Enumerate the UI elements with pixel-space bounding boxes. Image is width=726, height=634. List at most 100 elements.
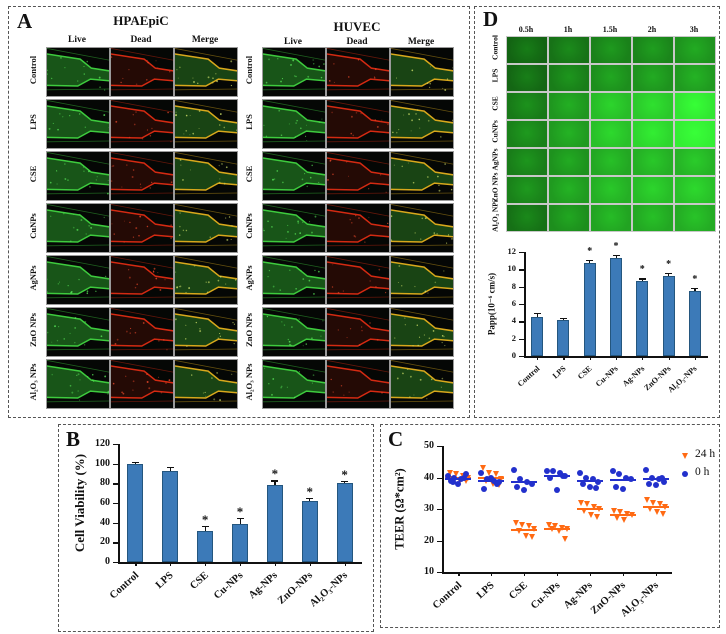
scatter-point-24h [629,512,636,519]
microscopy-tile [174,203,238,253]
significance-marker: * [271,466,279,482]
error-bar-cap [236,517,244,519]
legend-label: 24 h [695,448,716,460]
panel-a-label: A [17,9,33,33]
scatter-point-0h [615,471,622,478]
microscopy-tile [110,203,174,253]
fluorescence-tile [632,148,674,176]
scatter-point-0h [550,468,556,475]
y-tick-label: 0 [511,350,516,360]
fluorescence-tile [506,204,548,232]
channel-graphic [47,256,109,299]
bar-CSE [197,530,214,562]
y-tick-label: 0 [105,556,110,567]
scatter-point-24h [662,504,669,511]
bar-Cu-NPs [232,523,248,562]
scatter-point-0h [589,476,596,483]
x-tick [694,356,697,360]
scatter-point-24h [596,506,603,512]
channel-graphic [391,360,453,403]
scatter-point-0h [488,474,495,481]
microscopy-tile [110,99,174,149]
y-tick-label: 2 [511,332,516,343]
scatter-point-24h [594,513,601,520]
microscopy-tile [262,99,326,149]
group-title-huvec: HUVEC [333,19,381,34]
fluorescence-tile [632,176,674,204]
error-bar-cap [638,278,646,280]
scatter-point-0h [547,474,553,481]
scatter-point-0h [521,487,528,494]
y-tick [437,477,442,479]
scatter-point-0h [481,485,488,492]
fluorescence-tile [590,204,632,232]
x-tick [274,562,277,566]
y-tick-label: 60 [100,497,110,508]
scatter-point-24h [614,515,621,522]
scatter-point-24h [452,471,459,478]
row-label: Al₂O₃ NPs [244,363,254,401]
y-tick-label: 12 [507,246,517,256]
y-tick-label: 40 [424,471,434,483]
error-bar [694,287,696,292]
scatter-point-0h [524,479,531,486]
microscopy-tile [326,99,390,149]
scatter-point-0h [658,474,665,481]
channel-graphic [175,48,237,91]
y-tick-label: 30 [424,503,434,514]
scatter-point-24h [654,509,661,516]
y-tick [519,321,524,323]
channel-graphic [175,308,237,351]
y-axis-label: Cell Viability (%) [72,453,87,553]
y-axis [118,444,120,562]
legend-marker-circle [682,471,688,477]
error-bar-cap [131,462,139,464]
scatter-point-24h [464,474,471,481]
x-tick [135,562,137,566]
fluorescence-tile [674,204,716,232]
channel-graphic [327,152,389,195]
scatter-point-0h [511,466,518,473]
fluorescence-tile [548,64,590,92]
bar-Cu-NPs [610,257,622,356]
channel-graphic [263,204,325,247]
scatter-point-0h [450,479,457,486]
time-label: 1.5h [602,25,618,34]
channel-graphic [391,100,453,143]
y-tick-label: 8 [511,280,516,291]
significance-marker: * [201,512,209,528]
scatter-point-0h [451,474,458,481]
panel-c-label: C [388,427,404,451]
channel-graphic [111,204,173,247]
fluorescence-tile [674,64,716,92]
microscopy-tile [46,359,110,409]
scatter-point-0h [529,480,536,487]
row-label: Al₂O₃ NPs [490,199,500,232]
y-tick-label: 50 [424,440,434,451]
channel-graphic [263,308,325,351]
error-bar-cap [586,259,594,261]
scatter-point-0h [612,483,619,490]
channel-graphic [111,360,173,403]
fluorescence-tile [506,92,548,120]
microscopy-tile [326,255,390,305]
channel-graphic [391,256,453,299]
y-tick [519,338,524,340]
microscopy-tile [110,151,174,201]
bar-Ag-NPs [266,485,283,562]
error-bar [169,467,171,471]
scatter-point-0h [609,468,616,475]
panel-b-frame [58,424,374,632]
y-tick [519,252,524,254]
x-tick [668,356,670,360]
channel-graphic [327,204,389,247]
scatter-point-24h [525,523,532,530]
microscopy-tile [326,203,390,253]
y-axis-label: TEER (Ω*cm²) [392,468,407,550]
row-label: Al₂O₃ NPs [28,363,38,401]
x-tick [309,562,311,566]
microscopy-tile [174,47,238,97]
column-header-dead: Dead [130,35,152,45]
channel-graphic [263,100,325,143]
channel-graphic [263,360,325,403]
